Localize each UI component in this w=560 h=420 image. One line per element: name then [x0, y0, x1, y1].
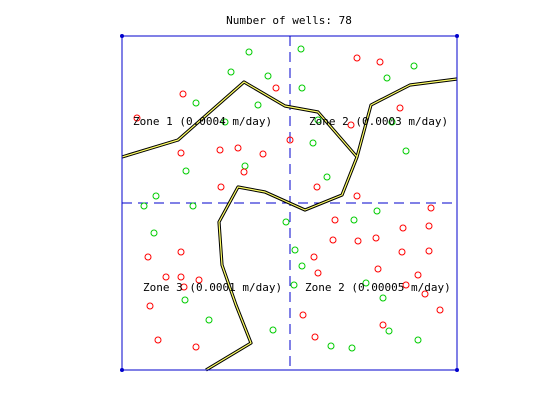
well-marker-red [146, 302, 154, 310]
well-marker-green [327, 342, 335, 350]
well-marker-red [195, 276, 203, 284]
well-marker-green [414, 336, 422, 344]
well-marker-red [374, 265, 382, 273]
rivers [121, 77, 458, 372]
well-marker-green [150, 229, 158, 237]
well-marker-red [240, 168, 248, 176]
well-marker-red [372, 234, 380, 242]
corner-marker [455, 368, 459, 372]
zone-labels: Zone 1 (0.0004 m/day) Zone 2 (0.0003 m/d… [133, 115, 451, 294]
well-marker-red [347, 121, 355, 129]
zone-3-label: Zone 3 (0.0001 m/day) [143, 281, 282, 294]
river-core [205, 156, 358, 371]
well-marker-red [179, 90, 187, 98]
well-marker-red [177, 149, 185, 157]
well-marker-green [379, 294, 387, 302]
river-core [121, 78, 458, 158]
corner-marker [455, 34, 459, 38]
river-outline [205, 156, 359, 372]
well-marker-green [205, 316, 213, 324]
well-marker-red [353, 192, 361, 200]
well-marker-green [388, 118, 396, 126]
zone-2-south-label: Zone 2 (0.00005 m/day) [305, 281, 451, 294]
well-marker-green [298, 262, 306, 270]
well-marker-red [425, 247, 433, 255]
well-marker-red [436, 306, 444, 314]
corner-marker [120, 368, 124, 372]
well-marker-red [311, 333, 319, 341]
well-marker-green [297, 45, 305, 53]
corner-marker [120, 34, 124, 38]
well-marker-red [259, 150, 267, 158]
well-marker-green [264, 72, 272, 80]
well-marker-red [272, 84, 280, 92]
well-marker-green [410, 62, 418, 70]
well-marker-red [162, 273, 170, 281]
well-marker-green [385, 327, 393, 335]
well-marker-red [286, 136, 294, 144]
well-marker-red [310, 253, 318, 261]
well-marker-red [144, 253, 152, 261]
well-marker-green [140, 202, 148, 210]
well-marker-red [329, 236, 337, 244]
well-marker-green [282, 218, 290, 226]
well-marker-green [314, 116, 322, 124]
well-marker-red [299, 311, 307, 319]
well-marker-green [290, 281, 298, 289]
well-marker-red [379, 321, 387, 329]
well-marker-red [180, 283, 188, 291]
map-frame [120, 34, 459, 372]
well-marker-green [291, 246, 299, 254]
well-marker-red [354, 237, 362, 245]
well-marker-red [398, 248, 406, 256]
map-border [121, 35, 458, 371]
well-marker-green [348, 344, 356, 352]
well-marker-red [399, 224, 407, 232]
map-title: Number of wells: 78 [226, 14, 352, 27]
well-marker-green [383, 74, 391, 82]
well-marker-red [421, 290, 429, 298]
well-marker-red [427, 204, 435, 212]
well-marker-red [313, 183, 321, 191]
well-marker-green [269, 326, 277, 334]
wells [133, 45, 444, 352]
well-marker-green [189, 202, 197, 210]
zone-1-label: Zone 1 (0.0004 m/day) [133, 115, 272, 128]
well-marker-green [350, 216, 358, 224]
well-marker-green [192, 99, 200, 107]
well-marker-red [216, 146, 224, 154]
well-marker-green [402, 147, 410, 155]
well-marker-red [133, 114, 141, 122]
well-marker-green [298, 84, 306, 92]
well-marker-green [182, 167, 190, 175]
well-marker-green [245, 48, 253, 56]
well-marker-red [154, 336, 162, 344]
well-marker-red [414, 271, 422, 279]
well-marker-red [217, 183, 225, 191]
well-marker-green [323, 173, 331, 181]
well-marker-red [331, 216, 339, 224]
well-marker-red [192, 343, 200, 351]
well-marker-green [362, 279, 370, 287]
well-marker-green [254, 101, 262, 109]
well-marker-red [353, 54, 361, 62]
well-marker-green [241, 162, 249, 170]
well-marker-green [309, 139, 317, 147]
well-marker-red [314, 269, 322, 277]
well-marker-green [181, 296, 189, 304]
well-marker-green [221, 118, 229, 126]
well-marker-green [227, 68, 235, 76]
well-marker-red [177, 248, 185, 256]
well-marker-red [425, 222, 433, 230]
well-marker-green [152, 192, 160, 200]
well-marker-red [376, 58, 384, 66]
well-marker-red [177, 273, 185, 281]
well-marker-red [402, 281, 410, 289]
well-marker-red [234, 144, 242, 152]
well-marker-red [396, 104, 404, 112]
zone-2-north-label: Zone 2 (0.0003 m/day) [309, 115, 448, 128]
well-marker-green [373, 207, 381, 215]
